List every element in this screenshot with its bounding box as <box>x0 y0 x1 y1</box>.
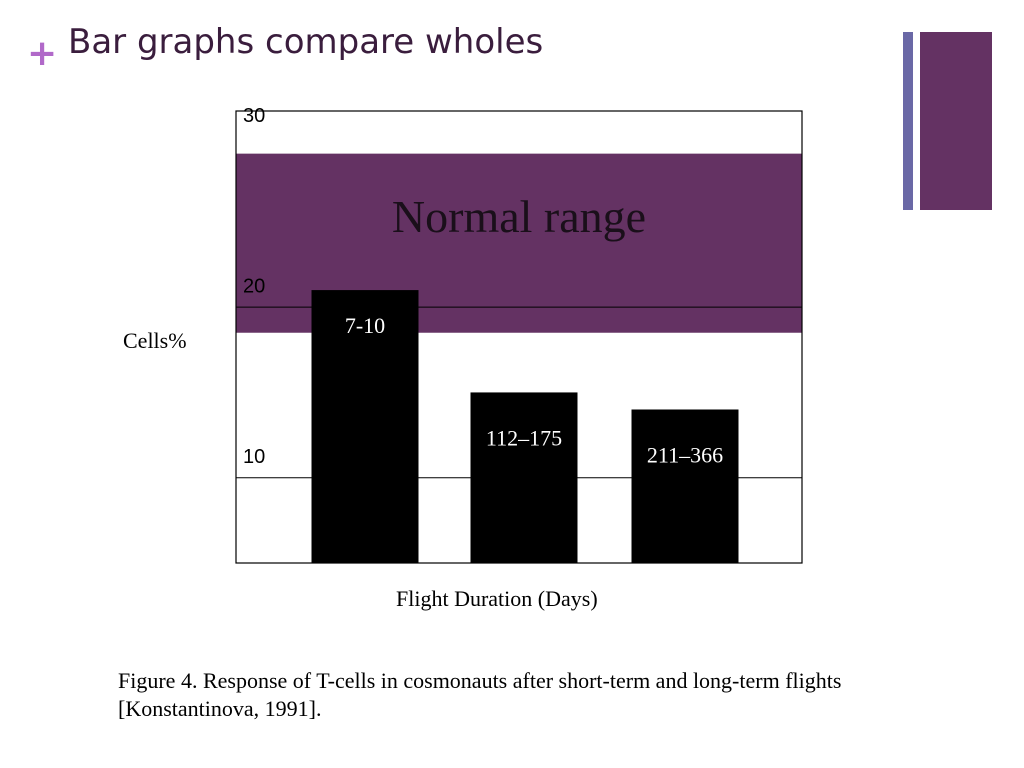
decorative-bar-thick <box>920 32 992 210</box>
normal-range-label: Normal range <box>392 191 646 242</box>
y-axis-label: Cells% <box>123 328 187 353</box>
bar-2 <box>470 392 578 563</box>
x-axis-label: Flight Duration (Days) <box>396 586 598 611</box>
bar-label-1: 7-10 <box>345 313 385 338</box>
slide-title: Bar graphs compare wholes <box>68 22 544 62</box>
plot-frame <box>235 110 803 564</box>
bar-label-2: 112–175 <box>486 425 562 450</box>
figure-caption: Figure 4. Response of T-cells in cosmona… <box>118 668 842 721</box>
decorative-bar-thin <box>903 32 913 210</box>
bar-label-3: 211–366 <box>647 443 723 468</box>
bar-3 <box>631 409 739 563</box>
bar-1 <box>311 290 419 563</box>
title-plus-icon: + <box>27 33 58 74</box>
y-tick-label-10: 10 <box>243 446 265 468</box>
y-tick-label-30: 30 <box>243 105 265 127</box>
y-tick-label-20: 20 <box>243 275 265 297</box>
